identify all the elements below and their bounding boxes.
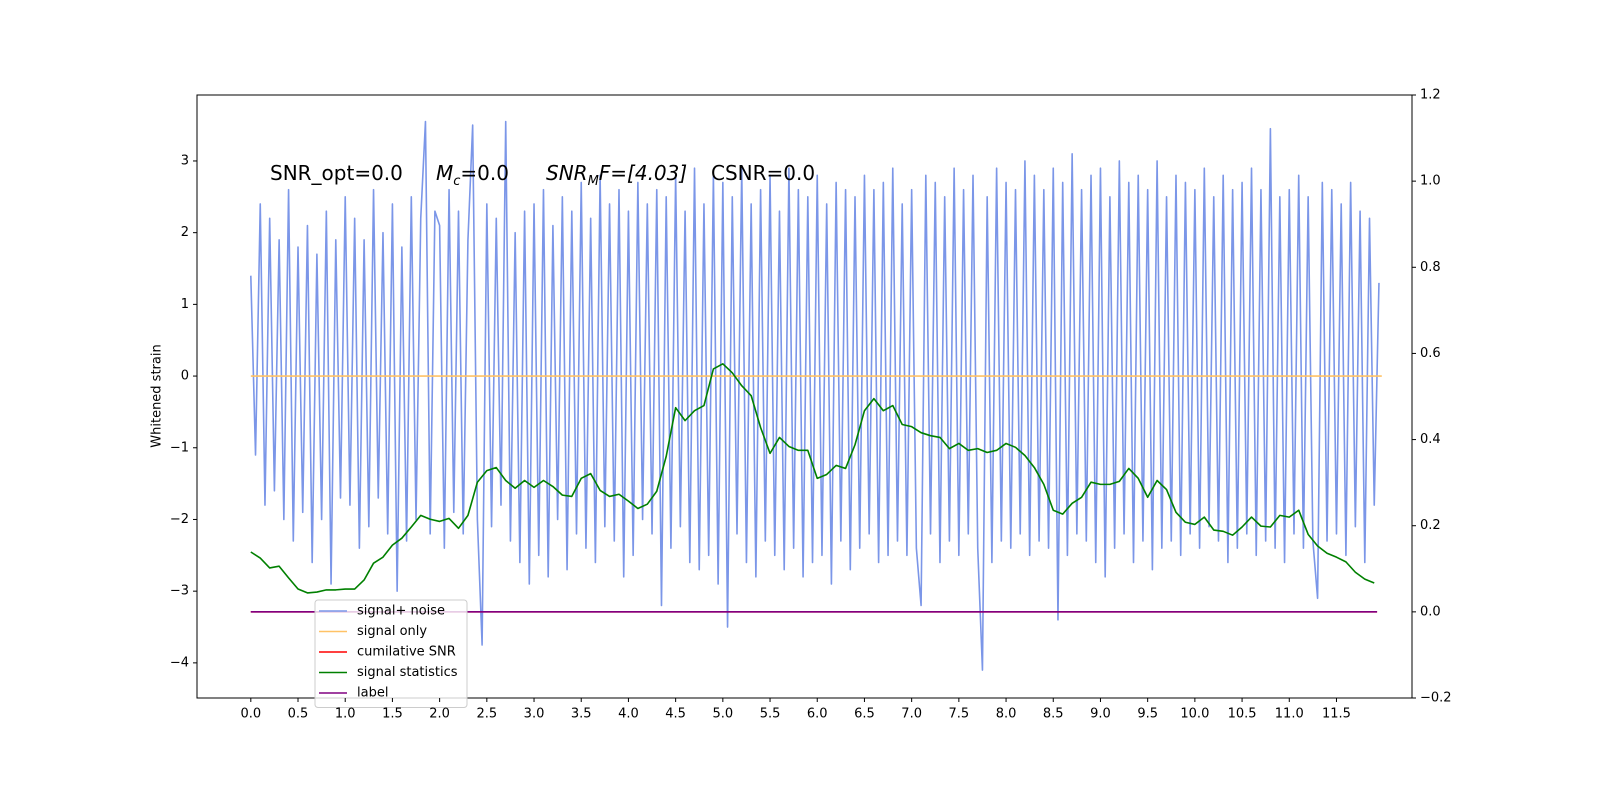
y2-tick-label: 0.6 [1420,346,1441,361]
x-tick-label: 2.5 [476,707,497,722]
y-tick-label: 1 [181,297,189,312]
y2-tick-label: 0.2 [1420,518,1441,533]
x-tick-label: 8.0 [996,707,1017,722]
annotation: SNRMF=[4.03] [546,161,687,189]
x-tick-label: 0.5 [288,707,309,722]
x-tick-label: 2.0 [429,707,450,722]
x-tick-label: 9.5 [1137,707,1158,722]
legend-label: signal statistics [357,665,458,680]
legend-label: signal only [357,624,427,639]
y-tick-label: −4 [170,655,189,670]
x-tick-label: 4.0 [618,707,639,722]
x-tick-label: 8.5 [1043,707,1064,722]
x-tick-label: 3.0 [524,707,545,722]
legend-label: cumilative SNR [357,645,456,660]
y-tick-label: 3 [181,153,189,168]
x-tick-label: 1.5 [382,707,403,722]
legend: signal+ noise signal only cumilative SNR si… [314,599,468,708]
x-tick-label: 7.5 [949,707,970,722]
y2-tick-label: 0.8 [1420,260,1441,275]
x-tick-label: 3.5 [571,707,592,722]
x-tick-label: 11.5 [1322,707,1351,722]
x-tick-label: 10.0 [1180,707,1209,722]
y2-tick-label: 1.2 [1420,88,1441,103]
annotation: SNR_opt=0.0 [270,161,403,185]
y2-tick-label: 0.0 [1420,604,1441,619]
y-tick-label: −3 [170,584,189,599]
annotation: M [436,161,453,185]
annotation: SNR [546,161,588,185]
annotation: c [453,174,460,189]
series-line [250,120,1380,671]
series-line [250,362,1375,594]
x-tick-label: 10.5 [1228,707,1257,722]
annotation: =0.0 [460,161,509,185]
y-tick-label: 2 [181,225,189,240]
x-tick-label: 0.0 [240,707,261,722]
x-tick-label: 11.0 [1275,707,1304,722]
y-tick-label: 0 [181,369,189,384]
annotation: Mc=0.0 [436,161,509,189]
legend-label: label [357,686,388,701]
y2-tick-label: −0.2 [1420,691,1452,706]
axes-frame [196,94,1413,699]
legend-label: signal+ noise [357,604,445,619]
x-tick-label: 5.5 [760,707,781,722]
y2-tick-label: 1.0 [1420,174,1441,189]
x-tick-label: 9.0 [1090,707,1111,722]
annotation: M [588,174,599,189]
x-tick-label: 7.0 [901,707,922,722]
annotation: F=[4.03] [599,161,687,185]
x-tick-label: 6.0 [807,707,828,722]
legend-box [314,599,468,708]
annotation: CSNR=0.0 [711,161,815,185]
y-axis-label: Whitened strain [150,344,165,447]
y-tick-label: −1 [170,440,189,455]
x-tick-label: 6.5 [854,707,875,722]
x-tick-label: 5.0 [712,707,733,722]
x-tick-label: 4.5 [665,707,686,722]
y2-tick-label: 0.4 [1420,432,1441,447]
x-tick-label: 1.0 [335,707,356,722]
y-tick-label: −2 [170,512,189,527]
